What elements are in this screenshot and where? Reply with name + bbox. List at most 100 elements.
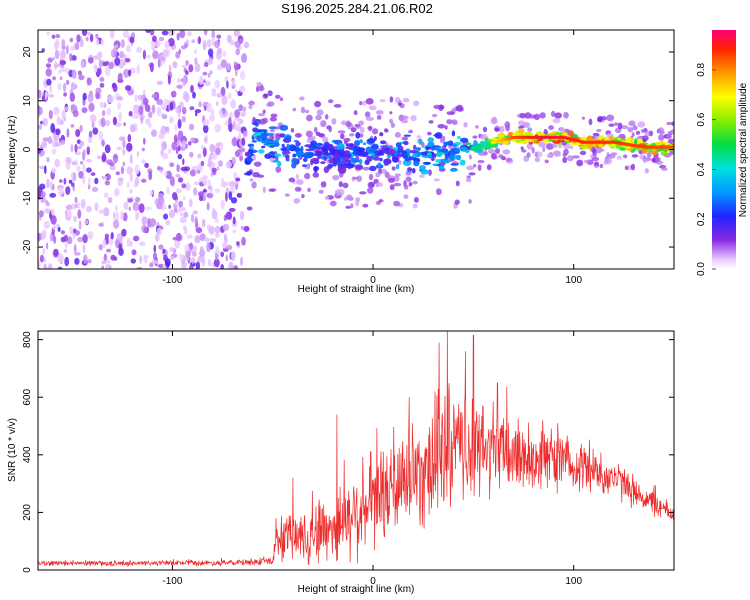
ridge-blob	[634, 138, 638, 145]
noise-blob	[177, 130, 184, 141]
ridge-halo-blob	[519, 112, 526, 119]
noise-blob	[209, 143, 216, 153]
noise-blob	[73, 243, 77, 254]
noise-blob	[158, 244, 164, 250]
noise-blob	[129, 172, 133, 183]
noise-blob	[209, 185, 214, 194]
noise-blob	[63, 177, 67, 185]
ridge-halo-blob	[361, 100, 367, 106]
noise-blob	[61, 109, 66, 119]
noise-blob	[202, 178, 207, 185]
noise-blob	[46, 78, 52, 86]
noise-blob	[214, 226, 221, 234]
noise-blob	[180, 216, 186, 223]
ridge-blob	[431, 145, 435, 151]
noise-blob	[242, 106, 247, 112]
noise-blob	[49, 192, 57, 198]
noise-blob	[220, 181, 228, 188]
noise-blob	[118, 243, 123, 252]
ridge-halo-blob	[477, 159, 485, 164]
noise-blob	[202, 124, 209, 134]
ridge-halo-blob	[545, 143, 554, 150]
ridge-halo-blob	[359, 126, 365, 134]
ridge-halo-blob	[256, 81, 262, 87]
noise-blob	[230, 197, 238, 204]
noise-blob	[232, 216, 236, 225]
noise-blob	[98, 223, 104, 227]
noise-blob	[50, 215, 57, 225]
noise-blob	[179, 30, 186, 39]
x-tick-label: 0	[370, 576, 376, 587]
ridge-halo-blob	[498, 125, 505, 133]
ridge-halo-blob	[267, 101, 275, 107]
noise-blob	[226, 62, 231, 72]
noise-blob	[98, 130, 104, 141]
ridge-blob	[403, 134, 412, 137]
ridge-blob	[327, 163, 334, 169]
ridge-blob	[442, 148, 449, 154]
noise-blob	[66, 79, 70, 85]
ridge-blob	[579, 145, 589, 149]
noise-blob	[92, 127, 99, 135]
noise-blob	[201, 256, 206, 267]
noise-blob	[130, 67, 136, 74]
noise-blob	[193, 245, 198, 252]
ridge-blob	[302, 164, 308, 168]
ridge-halo-blob	[413, 100, 420, 107]
noise-blob	[142, 97, 149, 106]
ridge-halo-blob	[365, 116, 374, 121]
noise-blob	[185, 182, 191, 191]
noise-blob	[211, 37, 215, 47]
ridge-blob	[263, 129, 267, 135]
noise-blob	[165, 219, 170, 226]
y-tick-label: -10	[22, 191, 33, 206]
noise-blob	[236, 241, 240, 246]
ridge-halo-blob	[318, 189, 324, 194]
noise-blob	[104, 180, 111, 186]
noise-blob	[151, 93, 158, 99]
ridge-halo-blob	[451, 119, 458, 124]
ridge-halo-blob	[494, 127, 500, 132]
ridge-halo-blob	[400, 115, 409, 121]
noise-blob	[78, 220, 82, 231]
noise-blob	[48, 109, 53, 120]
ridge-halo-blob	[391, 166, 396, 171]
noise-blob	[198, 191, 205, 198]
ridge-halo-blob	[353, 110, 358, 116]
ridge-blob	[337, 166, 347, 173]
noise-blob	[74, 159, 78, 164]
noise-blob	[202, 189, 208, 193]
ridge-blob	[295, 141, 301, 147]
noise-blob	[160, 102, 167, 111]
ridge-halo-blob	[350, 127, 357, 133]
noise-blob	[101, 260, 106, 265]
ridge-blob	[387, 148, 396, 155]
ridge-blob	[312, 159, 320, 165]
ridge-halo-blob	[548, 125, 554, 130]
noise-blob	[178, 48, 182, 55]
noise-blob	[176, 84, 183, 89]
noise-blob	[59, 179, 63, 183]
ridge-halo-blob	[520, 146, 524, 150]
noise-blob	[136, 46, 142, 54]
noise-blob	[203, 61, 209, 68]
noise-blob	[153, 252, 157, 261]
noise-blob	[181, 107, 187, 115]
noise-blob	[74, 42, 80, 50]
noise-blob	[153, 244, 157, 253]
ridge-halo-blob	[526, 143, 533, 150]
ridge-halo-blob	[630, 163, 636, 171]
ridge-blob	[420, 169, 429, 175]
noise-blob	[45, 242, 49, 250]
noise-blob	[114, 188, 120, 197]
colorbar-label: Normalized spectral amplitude	[738, 82, 749, 217]
noise-blob	[232, 120, 236, 130]
ridge-halo-blob	[466, 165, 475, 171]
noise-blob	[189, 264, 194, 269]
noise-blob	[233, 136, 236, 147]
ridge-blob	[381, 147, 386, 154]
ridge-blob	[292, 153, 297, 158]
ridge-halo-blob	[502, 149, 511, 155]
colorbar: 0.0 0.2 0.4 0.6 0.8 Normalized spectral ampl…	[696, 30, 749, 276]
ridge-halo-blob	[538, 141, 546, 148]
